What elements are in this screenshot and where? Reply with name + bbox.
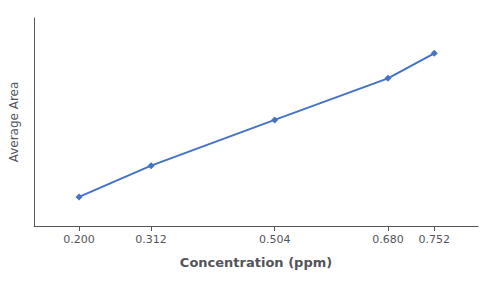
svg-text:0.504: 0.504 (259, 233, 291, 246)
svg-text:Average Area: Average Area (7, 82, 21, 163)
svg-text:0.752: 0.752 (418, 233, 450, 246)
svg-text:0.200: 0.200 (63, 233, 95, 246)
svg-text:0.312: 0.312 (135, 233, 167, 246)
svg-text:0.680: 0.680 (372, 233, 404, 246)
svg-text:Concentration (ppm): Concentration (ppm) (180, 255, 332, 270)
